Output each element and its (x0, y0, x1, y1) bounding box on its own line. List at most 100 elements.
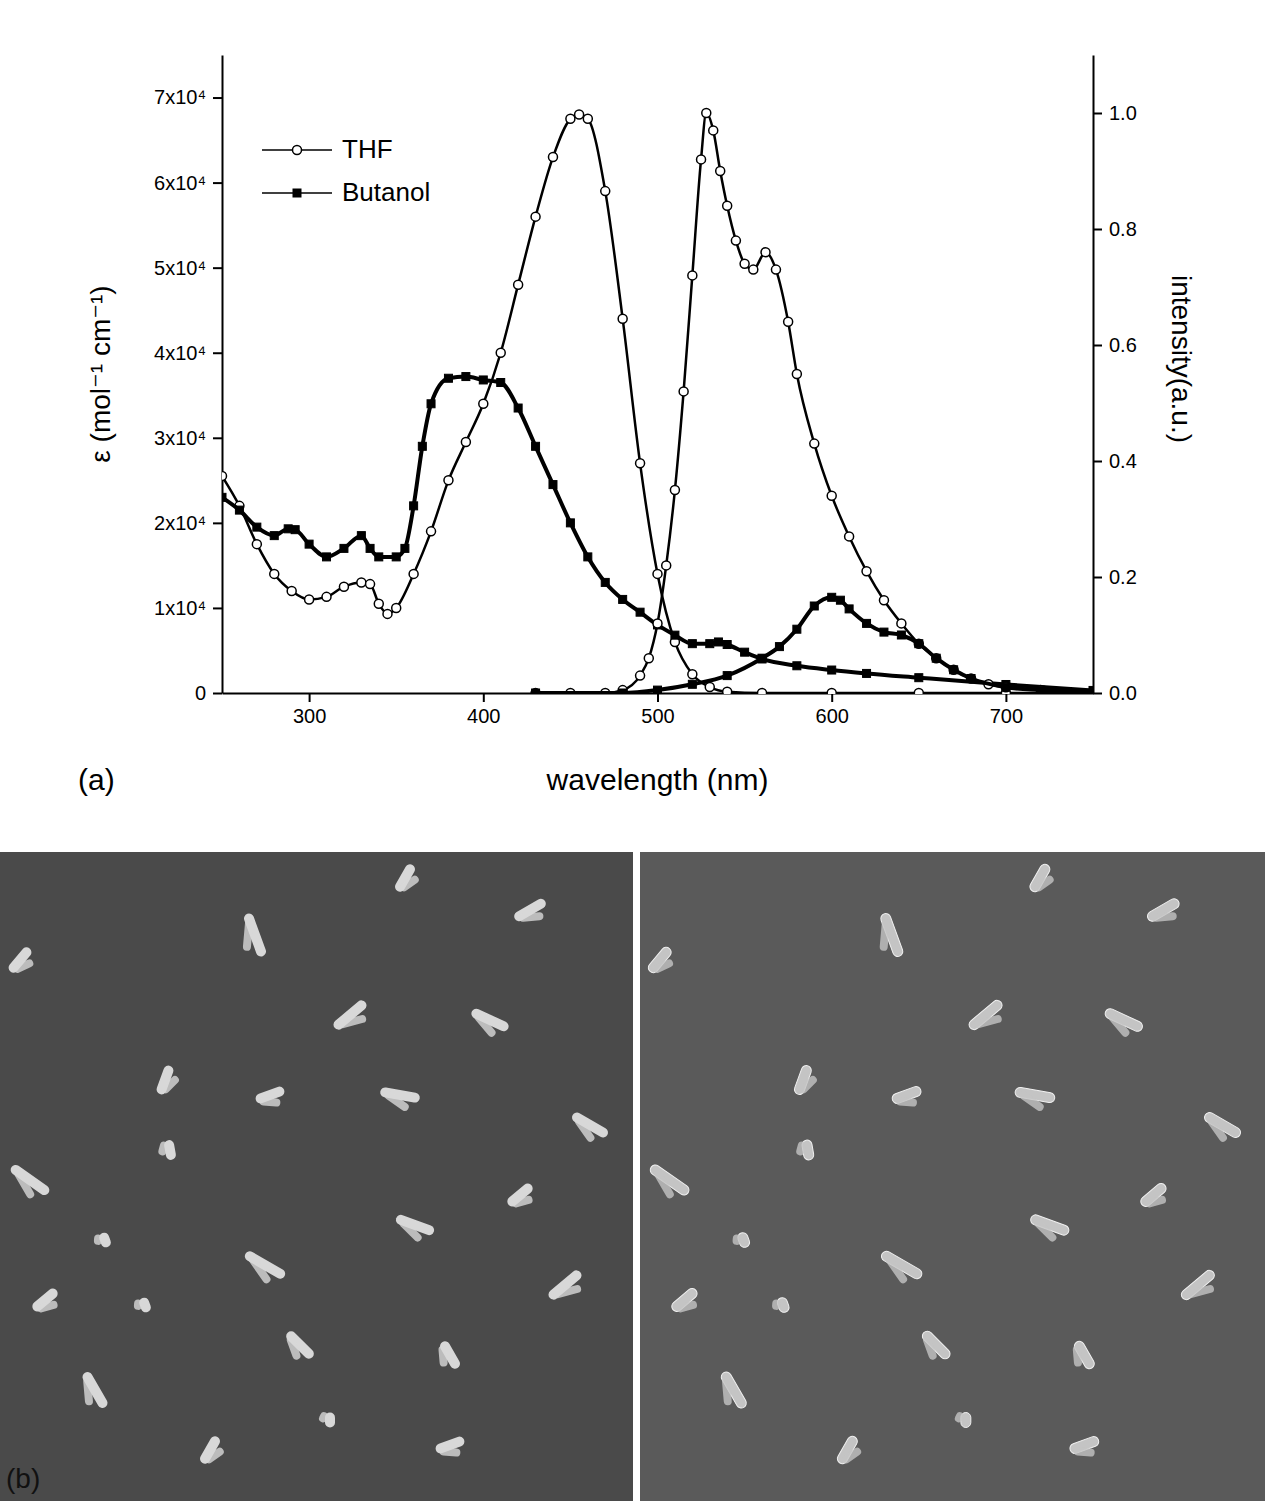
marker (967, 674, 976, 683)
rod-cluster (512, 897, 553, 932)
marker (828, 666, 836, 674)
marker (1089, 689, 1094, 695)
marker (618, 314, 627, 323)
rod (383, 1090, 411, 1113)
marker (723, 201, 732, 210)
rod-cluster (1146, 897, 1187, 932)
rod (1072, 1340, 1096, 1371)
rod-cluster (198, 1435, 230, 1471)
tick-mark (213, 693, 222, 695)
rod (439, 1447, 461, 1457)
rod-cluster (1025, 1213, 1070, 1247)
tick: 500 (641, 693, 674, 727)
tick-mark (213, 352, 222, 354)
marker (723, 672, 731, 680)
tick-label: 0.8 (1109, 218, 1137, 240)
marker (340, 544, 348, 552)
marker (810, 602, 818, 610)
marker (409, 569, 418, 578)
rod-cluster (729, 1230, 751, 1252)
marker (357, 532, 365, 540)
tick: 400 (467, 693, 500, 727)
figure: 30040050060070001x10⁴2x10⁴3x10⁴4x10⁴5x10… (0, 0, 1265, 1501)
rod (879, 919, 890, 951)
marker (716, 167, 725, 176)
marker (305, 595, 314, 604)
rod (652, 958, 674, 974)
rod (318, 1411, 330, 1424)
rod (973, 1014, 1002, 1029)
rod (841, 1446, 863, 1465)
rod-cluster (1099, 1007, 1144, 1043)
marker (671, 631, 679, 639)
rod-cluster (430, 1340, 462, 1376)
marker (792, 370, 801, 379)
rod-cluster (71, 1370, 109, 1415)
marker (662, 561, 671, 570)
marker (636, 459, 645, 468)
tick-mark (309, 693, 311, 702)
image-background (0, 852, 633, 1501)
marker (775, 643, 783, 651)
rod-cluster (231, 912, 267, 962)
series-markers (222, 373, 1093, 694)
marker (758, 655, 766, 663)
rod (1186, 1284, 1215, 1299)
marker (741, 648, 749, 656)
marker (862, 567, 871, 576)
marker (383, 609, 392, 618)
tick: 6x10⁴ (154, 172, 222, 194)
rod (879, 912, 904, 958)
tick-label: 3x10⁴ (154, 427, 206, 449)
tick: 0 (195, 682, 222, 704)
marker (514, 404, 522, 412)
marker (252, 540, 261, 549)
rod (331, 998, 368, 1031)
rod-cluster (277, 1329, 316, 1368)
marker (749, 265, 758, 274)
rod-cluster (670, 1287, 706, 1321)
marker (619, 595, 627, 603)
rod (553, 1284, 582, 1299)
marker (914, 639, 923, 648)
marker (949, 665, 958, 674)
tick: 1x10⁴ (154, 597, 222, 619)
rod (676, 1300, 698, 1313)
marker (827, 689, 836, 695)
rod-cluster (1012, 1087, 1055, 1115)
tick-mark (1093, 345, 1102, 347)
rod (795, 1141, 806, 1157)
tick-mark (657, 693, 659, 702)
rod (338, 1014, 367, 1029)
tick-mark (1093, 113, 1102, 115)
legend-marker (293, 189, 301, 197)
marker (418, 442, 426, 450)
marker (688, 680, 696, 688)
marker (462, 373, 470, 381)
rod (920, 1329, 952, 1361)
tick-label: 500 (641, 705, 674, 727)
rod-cluster (155, 1064, 184, 1099)
marker (688, 670, 697, 679)
marker (644, 654, 653, 663)
tick: 1.0 (1093, 102, 1137, 124)
marker (374, 599, 383, 608)
legend-marker (293, 146, 302, 155)
rod-cluster (1139, 1182, 1175, 1216)
tick-mark (1093, 693, 1102, 695)
rod (896, 1097, 918, 1107)
tick-label: 7x10⁴ (154, 86, 206, 108)
marker (235, 506, 243, 514)
tick: 0.0 (1093, 682, 1137, 704)
rod (438, 1340, 462, 1371)
rod-cluster (641, 1163, 690, 1207)
rod (546, 1268, 583, 1301)
marker (810, 439, 819, 448)
rod (772, 1299, 781, 1310)
rod-cluster (565, 1111, 610, 1149)
marker (915, 674, 923, 682)
rod (399, 874, 421, 893)
rod (719, 1370, 748, 1410)
y-axis-title: ε (mol⁻¹ cm⁻¹) (85, 285, 116, 462)
rod (967, 998, 1004, 1031)
